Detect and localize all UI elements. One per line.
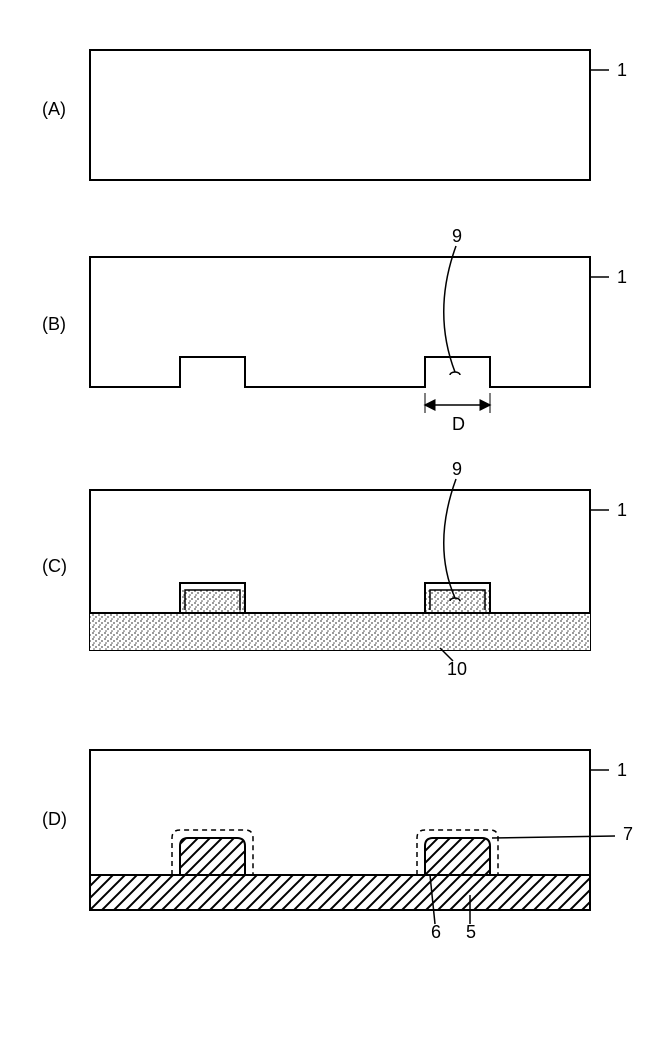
svg-text:1: 1 [617,267,627,287]
svg-text:(A): (A) [42,99,66,119]
svg-text:1: 1 [617,760,627,780]
panel-c: (C) 1 9 10 [42,459,627,679]
svg-text:1: 1 [617,60,627,80]
svg-text:6: 6 [431,922,441,942]
svg-text:(C): (C) [42,556,67,576]
svg-text:D: D [452,414,465,434]
process-diagram: (A) 1 (B) 1 9 D (C) 1 9 10 (D) 1 7 6 5 [20,20,649,1020]
panel-b: (B) 1 9 D [42,226,627,434]
diagram-container: (A) 1 (B) 1 9 D (C) 1 9 10 (D) 1 7 6 5 [20,20,649,1020]
panel-d: (D) 1 7 6 5 [42,750,633,942]
svg-text:1: 1 [617,500,627,520]
svg-text:9: 9 [452,226,462,246]
svg-text:5: 5 [466,922,476,942]
svg-text:(D): (D) [42,809,67,829]
svg-text:(B): (B) [42,314,66,334]
svg-text:7: 7 [623,824,633,844]
svg-text:9: 9 [452,459,462,479]
panel-a: (A) 1 [42,50,627,180]
svg-text:10: 10 [447,659,467,679]
